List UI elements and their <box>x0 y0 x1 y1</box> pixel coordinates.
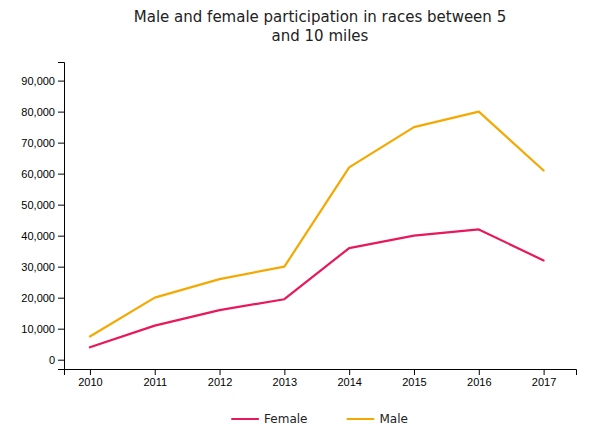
line-series <box>90 229 544 347</box>
legend-swatch <box>347 418 373 420</box>
x-axis-line <box>65 370 577 376</box>
y-tick-mark <box>58 360 64 361</box>
x-tick: 2014 <box>337 369 361 388</box>
y-tick: 50,000 <box>21 199 64 211</box>
x-tick-label: 2013 <box>273 376 297 388</box>
y-tick: 40,000 <box>21 230 64 242</box>
x-axis: 2010 2011 2012 2013 2014 2015 2016 2017 <box>65 369 577 388</box>
x-tick-mark <box>284 369 285 375</box>
y-tick: 60,000 <box>21 168 64 180</box>
y-tick-mark <box>58 205 64 206</box>
legend-swatch <box>232 418 258 420</box>
x-tick-label: 2011 <box>143 376 167 388</box>
x-tick-label: 2017 <box>532 376 556 388</box>
x-tick-mark <box>544 369 545 375</box>
x-tick: 2012 <box>208 369 232 388</box>
lines <box>90 112 544 348</box>
legend-item: Male <box>347 412 407 426</box>
x-tick-mark <box>479 369 480 375</box>
y-tick-label: 90,000 <box>21 75 55 87</box>
y-tick: 70,000 <box>21 137 64 149</box>
x-tick: 2015 <box>402 369 426 388</box>
x-tick-label: 2012 <box>208 376 232 388</box>
y-tick-mark <box>58 236 64 237</box>
legend-label: Female <box>264 412 307 426</box>
y-tick-mark <box>58 174 64 175</box>
x-tick-mark <box>220 369 221 375</box>
x-tick-label: 2014 <box>337 376 361 388</box>
y-axis: 0 10,000 20,000 30,000 40,000 50,000 60,000 70,… <box>21 63 64 370</box>
y-tick-label: 60,000 <box>21 168 55 180</box>
y-tick: 0 <box>49 354 64 366</box>
title: Male and female participation in races b… <box>134 8 506 45</box>
legend-label: Male <box>379 412 407 426</box>
x-tick: 2011 <box>143 369 167 388</box>
x-tick-label: 2016 <box>467 376 491 388</box>
x-tick-mark <box>414 369 415 375</box>
y-tick-label: 50,000 <box>21 199 55 211</box>
chart: 2010 2011 2012 2013 2014 2015 2016 2017 0 10,000 2… <box>0 0 600 441</box>
x-tick-mark <box>90 369 91 375</box>
y-tick-label: 40,000 <box>21 230 55 242</box>
y-tick-mark <box>58 329 64 330</box>
x-tick: 2016 <box>467 369 491 388</box>
plot-area: 2010 2011 2012 2013 2014 2015 2016 2017 0 10,000 2… <box>21 63 576 388</box>
x-tick: 2017 <box>532 369 556 388</box>
x-tick-mark <box>155 369 156 375</box>
x-tick-label: 2015 <box>402 376 426 388</box>
x-tick: 2013 <box>273 369 297 388</box>
y-tick: 90,000 <box>21 75 64 87</box>
y-tick-label: 0 <box>49 354 55 366</box>
legend-item: Female <box>232 412 307 426</box>
line-series <box>90 112 544 337</box>
y-tick-mark <box>58 298 64 299</box>
x-tick: 2010 <box>78 369 102 388</box>
y-tick: 80,000 <box>21 106 64 118</box>
y-tick: 10,000 <box>21 323 64 335</box>
y-tick-mark <box>58 143 64 144</box>
y-axis-line <box>58 63 65 370</box>
legend: Female Male <box>232 412 408 426</box>
y-tick-label: 20,000 <box>21 292 55 304</box>
y-tick-label: 70,000 <box>21 137 55 149</box>
y-tick: 20,000 <box>21 292 64 304</box>
y-tick-mark <box>58 112 64 113</box>
y-tick: 30,000 <box>21 261 64 273</box>
y-tick-label: 80,000 <box>21 106 55 118</box>
y-tick-mark <box>58 267 64 268</box>
y-tick-label: 10,000 <box>21 323 55 335</box>
x-tick-mark <box>349 369 350 375</box>
y-tick-label: 30,000 <box>21 261 55 273</box>
x-tick-label: 2010 <box>78 376 102 388</box>
y-tick-mark <box>58 81 64 82</box>
